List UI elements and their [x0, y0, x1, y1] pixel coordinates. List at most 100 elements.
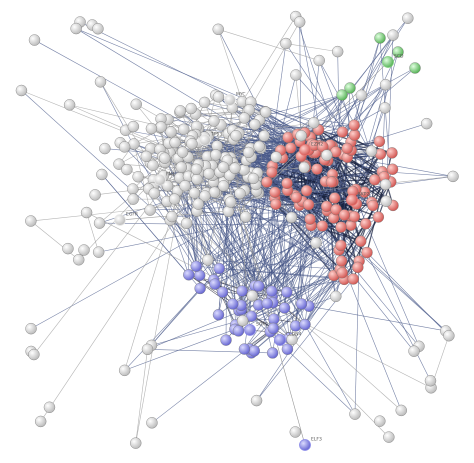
- node: [178, 123, 190, 135]
- node: [348, 210, 361, 223]
- node: [269, 186, 281, 198]
- edge: [207, 259, 341, 270]
- node: [331, 45, 344, 58]
- edge: [171, 216, 390, 438]
- node: [409, 62, 421, 74]
- node: [159, 152, 171, 164]
- node: [348, 129, 361, 141]
- node: [222, 205, 235, 218]
- node: [336, 126, 349, 138]
- edge: [296, 176, 454, 198]
- edge: [274, 188, 356, 199]
- node: [185, 102, 197, 115]
- node: [190, 260, 202, 272]
- node: [290, 191, 303, 204]
- edge: [170, 219, 256, 287]
- node: [78, 244, 90, 256]
- edge: [349, 87, 387, 202]
- edge: [308, 305, 446, 332]
- node: [290, 69, 302, 81]
- node: [239, 211, 252, 223]
- node: [34, 415, 47, 428]
- node: [140, 150, 152, 163]
- edge: [285, 43, 338, 52]
- node: [28, 34, 41, 46]
- edge: [352, 191, 420, 347]
- node: [330, 203, 342, 216]
- node: [395, 404, 407, 417]
- node: [289, 426, 302, 438]
- edge: [285, 43, 352, 143]
- edge: [119, 209, 241, 221]
- edge: [238, 272, 343, 332]
- node: [424, 375, 437, 387]
- node: [212, 309, 225, 321]
- node: [92, 23, 104, 35]
- node: [242, 146, 255, 159]
- node: [146, 417, 158, 429]
- edge: [287, 241, 362, 350]
- node: [280, 37, 292, 50]
- edge: [225, 160, 228, 341]
- node: [379, 102, 391, 114]
- node: [208, 186, 221, 198]
- node: [335, 239, 347, 252]
- edge: [181, 167, 243, 292]
- node: [383, 431, 395, 443]
- edge: [239, 209, 251, 331]
- node: [392, 46, 404, 58]
- node: [132, 171, 144, 183]
- node: [89, 189, 101, 201]
- node: [335, 255, 348, 267]
- edge: [274, 198, 288, 293]
- edge: [124, 268, 220, 371]
- node: [130, 98, 142, 110]
- node-label: EZH2: [311, 142, 323, 148]
- node: [92, 246, 105, 258]
- edge: [33, 142, 199, 355]
- edge: [100, 81, 151, 164]
- node: [304, 213, 316, 225]
- node: [43, 401, 56, 413]
- node: [299, 144, 311, 156]
- edge: [239, 193, 302, 305]
- node: [63, 99, 76, 111]
- node: [282, 131, 294, 144]
- node: [94, 76, 107, 88]
- edge: [286, 291, 356, 415]
- node: [155, 121, 167, 133]
- edge: [214, 192, 242, 306]
- edge: [99, 222, 312, 226]
- node: [284, 142, 297, 154]
- node: [203, 167, 215, 180]
- node: [212, 23, 224, 36]
- node: [321, 149, 333, 161]
- node: [270, 198, 282, 210]
- node: [212, 91, 225, 103]
- node: [174, 105, 187, 117]
- node: [379, 79, 392, 91]
- edge: [101, 174, 189, 275]
- node: [253, 140, 265, 153]
- edge: [75, 28, 306, 168]
- node: [227, 298, 239, 310]
- edge: [266, 182, 274, 303]
- node-label: SCD: [394, 54, 404, 60]
- node: [114, 214, 126, 226]
- node: [382, 56, 394, 68]
- edge: [214, 216, 355, 285]
- edge: [233, 94, 343, 140]
- node: [236, 285, 248, 297]
- node: [93, 217, 106, 229]
- node: [209, 278, 221, 290]
- node: [113, 158, 125, 170]
- node: [361, 246, 373, 259]
- node: [25, 322, 37, 335]
- node: [127, 183, 139, 195]
- node: [144, 204, 156, 216]
- node: [118, 141, 131, 153]
- edge: [151, 328, 274, 424]
- edge: [76, 28, 319, 130]
- node: [374, 32, 386, 44]
- node: [367, 199, 379, 212]
